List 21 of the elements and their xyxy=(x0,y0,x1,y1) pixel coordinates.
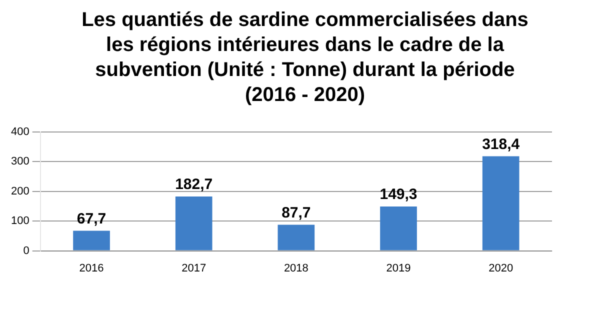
y-tick-label: 400 xyxy=(10,126,30,138)
data-label: 87,7 xyxy=(282,204,311,222)
y-tick-label: 200 xyxy=(10,185,30,198)
data-label: 318,4 xyxy=(482,136,520,153)
data-label: 149,3 xyxy=(380,186,418,204)
x-tick-label: 2018 xyxy=(284,262,308,274)
chart-title: Les quantiés de sardine commercialisées dans les régions intérieures dans le cadre de la subvention (Unité : Tonne) durant la période (2016 - 2020) xyxy=(80,8,530,108)
y-tick-label: 100 xyxy=(10,215,30,228)
y-tick-label: 0 xyxy=(23,244,30,257)
x-tick-label: 2016 xyxy=(79,262,104,274)
bar xyxy=(278,224,315,250)
data-label: 182,7 xyxy=(175,176,213,194)
data-label: 67,7 xyxy=(76,210,106,228)
y-tick-label: 300 xyxy=(10,156,30,168)
x-tick-label: 2019 xyxy=(386,262,411,274)
x-tick-label: 2017 xyxy=(182,262,206,274)
bar xyxy=(73,230,110,250)
bar xyxy=(175,196,212,250)
bar xyxy=(482,156,520,250)
bar xyxy=(380,206,417,250)
x-tick-label: 2020 xyxy=(488,262,514,274)
